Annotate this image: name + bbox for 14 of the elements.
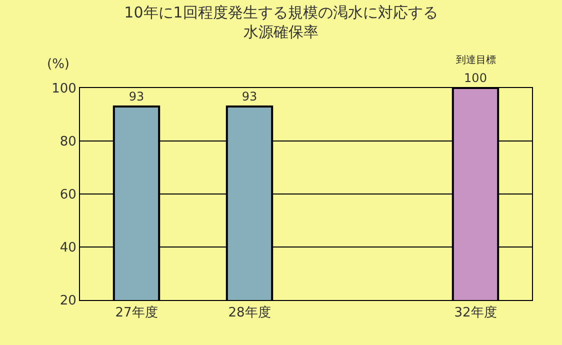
data-label: 93 [242, 90, 258, 104]
data-label: 100 [464, 71, 487, 85]
x-tick-label: 27年度 [115, 304, 158, 321]
y-tick-label: 100 [52, 82, 76, 97]
x-tick-label: 28年度 [228, 304, 271, 321]
x-tick-label: 32年度 [454, 304, 497, 321]
data-label: 93 [128, 90, 144, 104]
y-tick-label: 40 [60, 240, 76, 256]
y-tick-label: 80 [60, 134, 76, 150]
y-tick-label: 20 [60, 294, 76, 309]
y-axis-title: (%) [47, 57, 70, 72]
y-tick-label: 60 [60, 188, 76, 203]
chart-title: 10年に1回程度発生する規模の渇水に対応する水源確保率 [124, 3, 438, 41]
annotation: 到達目標 [456, 54, 496, 66]
